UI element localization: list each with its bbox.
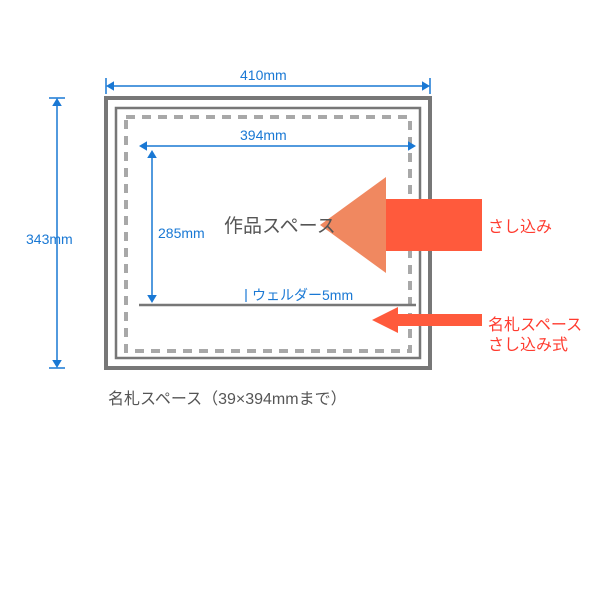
label-nametag-insert-2: さし込み式 [488, 336, 568, 354]
label-artwork-space: 作品スペース [224, 215, 336, 237]
dim-width-top: 410mm [240, 67, 287, 83]
nametag-arrow-stem [398, 314, 482, 326]
label-welder: ウェルダー5mm [252, 287, 353, 303]
label-nametag-space: 名札スペース（39×394mmまで） [108, 390, 347, 408]
dim-inner-width: 394mm [240, 127, 287, 143]
label-insert: さし込み [488, 218, 552, 236]
insert-arrow-stem [386, 199, 482, 251]
label-nametag-insert-1: 名札スペース [488, 316, 582, 334]
dim-inner-height: 285mm [158, 225, 205, 241]
dim-height-left: 343mm [26, 231, 73, 247]
nametag-arrow-head [372, 307, 398, 333]
